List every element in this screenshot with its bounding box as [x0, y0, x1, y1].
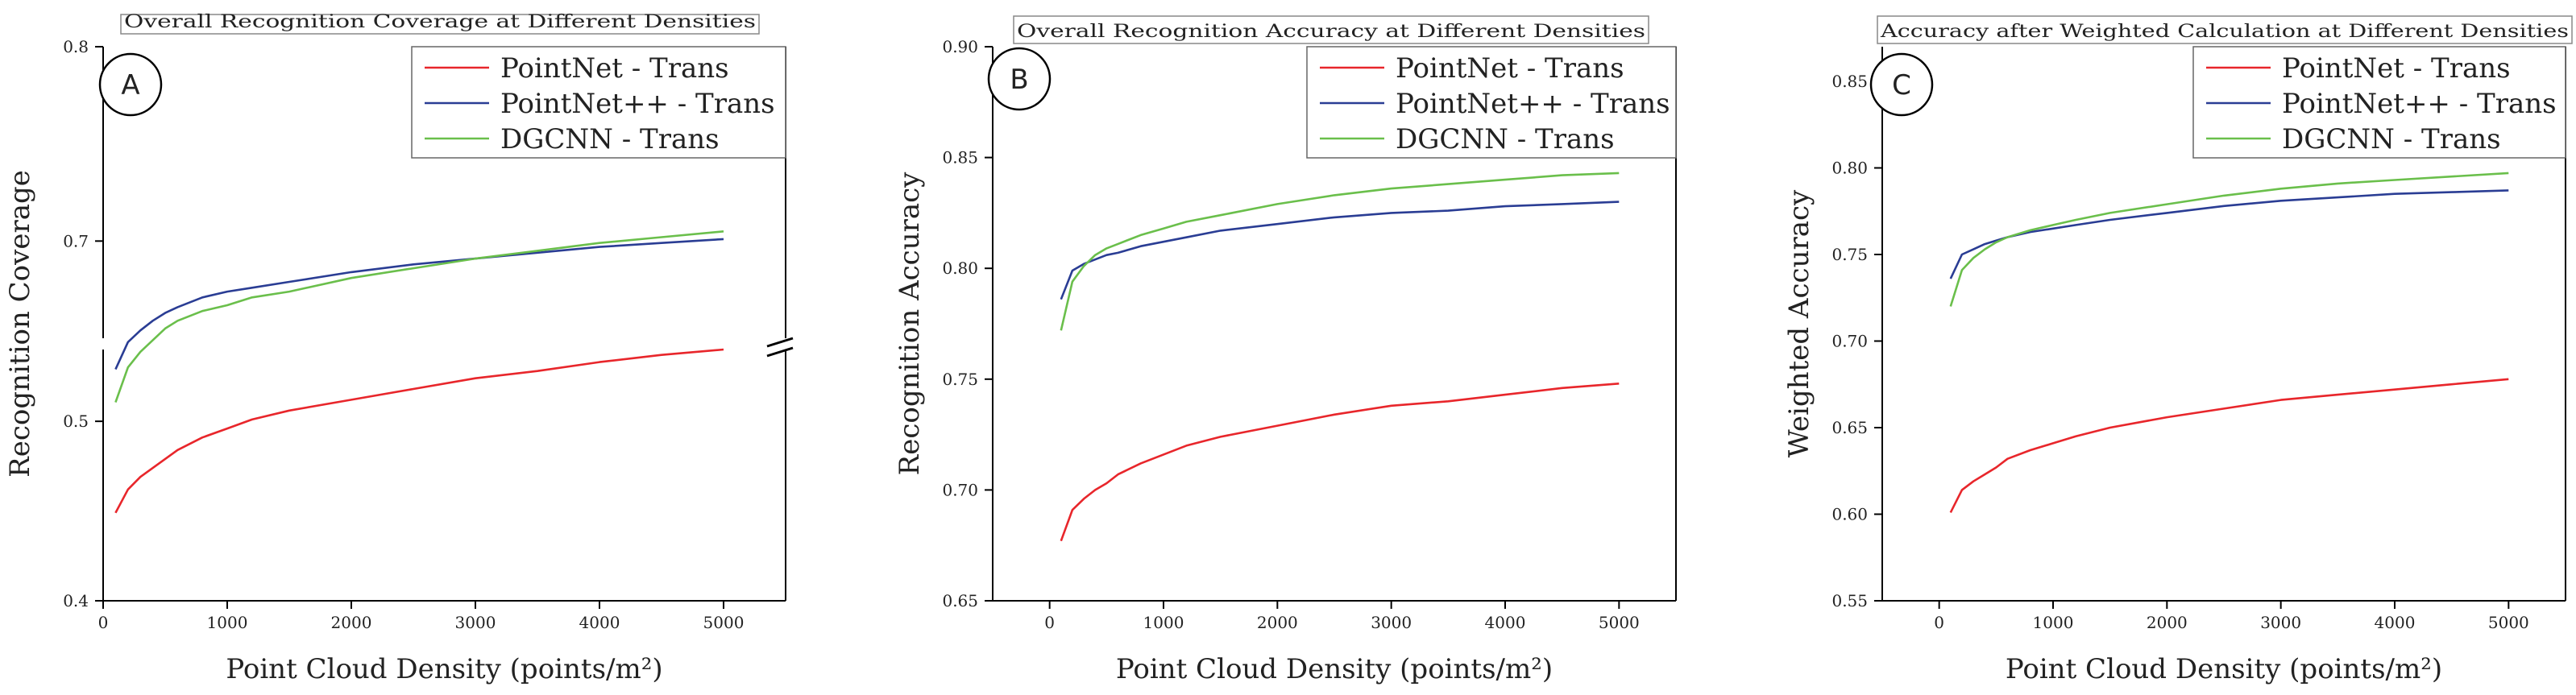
legend-label-3: DGCNN - Trans	[500, 123, 720, 155]
legend-label-1: PointNet - Trans	[500, 52, 729, 85]
legend-label-3: DGCNN - Trans	[2282, 123, 2501, 155]
legend-label-2: PointNet++ - Trans	[500, 88, 775, 120]
x-tick-label: 3000	[2260, 613, 2301, 632]
series-line-3	[114, 230, 724, 403]
y-tick-label: 0.70	[942, 480, 978, 499]
x-tick-label: 1000	[207, 613, 248, 632]
panel-a: 0 1000 2000 3000 4000 5000 0.4 0.5 0.7 0.8 Point C…	[4, 12, 794, 685]
axis-break-mark-bottom	[766, 346, 794, 358]
chart-title: Overall Recognition Coverage at Differen…	[124, 12, 756, 32]
chart-title-box	[1013, 15, 1649, 44]
y-tick-label: 0.5	[63, 412, 89, 431]
panel-c: 0 1000 2000 3000 4000 5000 0.55 0.60 0.65 0.70 0.7…	[1783, 15, 2573, 685]
y-tick-label: 0.4	[63, 591, 89, 610]
panel-letter: A	[121, 69, 139, 101]
x-tick-label: 4000	[1485, 613, 1526, 632]
y-tick-label: 0.90	[942, 37, 978, 56]
panel-b: 0 1000 2000 3000 4000 5000 0.65 0.70 0.75 0.80 0.8…	[894, 15, 1677, 685]
x-tick-label: 2000	[1257, 613, 1298, 632]
series-line-2	[1060, 201, 1620, 300]
panel-letter: B	[1010, 64, 1028, 96]
y-tick-label: 0.80	[942, 259, 978, 278]
chart-title-box	[1877, 15, 2573, 44]
x-tick-label: 5000	[2488, 613, 2529, 632]
x-tick-label: 3000	[1371, 613, 1412, 632]
x-tick-label: 0	[98, 613, 109, 632]
legend-label-1: PointNet - Trans	[2282, 52, 2511, 85]
x-tick-label: 0	[1934, 613, 1944, 632]
series-line-3	[1060, 172, 1620, 331]
axis-break-mark-top	[766, 337, 794, 348]
y-axis-label: Recognition Accuracy	[894, 172, 926, 476]
panel-letter-circle	[98, 52, 163, 117]
chart-title-box	[120, 14, 760, 35]
series-line-3	[1949, 172, 2509, 307]
panel-letter-circle	[1869, 52, 1934, 117]
x-axis-label: Point Cloud Density (points/m²)	[2006, 653, 2442, 685]
chart-title: Accuracy after Weighted Calculation at D…	[1880, 22, 2569, 42]
panel-letter: C	[1892, 69, 1911, 101]
x-tick-label: 3000	[455, 613, 496, 632]
y-tick-label: 0.60	[1831, 505, 1868, 524]
legend-label-3: DGCNN - Trans	[1396, 123, 1615, 155]
y-tick-label: 0.8	[63, 37, 89, 56]
y-axis-label: Weighted Accuracy	[1783, 189, 1815, 457]
x-tick-label: 1000	[2033, 613, 2074, 632]
x-tick-label: 0	[1044, 613, 1055, 632]
x-tick-label: 2000	[2147, 613, 2188, 632]
series-line-2	[1949, 189, 2509, 279]
x-tick-label: 4000	[579, 613, 620, 632]
y-tick-label: 0.75	[1831, 245, 1868, 264]
series-line-1	[1949, 378, 2509, 513]
y-tick-label: 0.85	[1831, 72, 1868, 91]
y-tick-label: 0.70	[1831, 332, 1868, 351]
y-tick-label: 0.80	[1831, 159, 1868, 178]
y-tick-label: 0.65	[1831, 418, 1868, 437]
legend-label-1: PointNet - Trans	[1396, 52, 1624, 85]
series-line-1	[1060, 383, 1620, 542]
y-tick-label: 0.85	[942, 148, 978, 168]
x-axis-label: Point Cloud Density (points/m²)	[226, 653, 662, 685]
panel-letter-circle	[987, 47, 1052, 111]
x-tick-label: 1000	[1143, 613, 1184, 632]
x-axis-label: Point Cloud Density (points/m²)	[1116, 653, 1553, 685]
y-axis-label: Recognition Coverage	[4, 170, 36, 478]
legend-label-2: PointNet++ - Trans	[1396, 88, 1670, 120]
x-tick-label: 4000	[2375, 613, 2416, 632]
x-tick-label: 5000	[703, 613, 745, 632]
series-line-2	[114, 238, 724, 370]
y-tick-label: 0.7	[63, 231, 89, 250]
chart-title: Overall Recognition Accuracy at Differen…	[1017, 22, 1645, 42]
y-tick-label: 0.65	[942, 591, 978, 610]
y-tick-label: 0.75	[942, 370, 978, 389]
x-tick-label: 5000	[1599, 613, 1640, 632]
legend-label-2: PointNet++ - Trans	[2282, 88, 2557, 120]
x-tick-label: 2000	[331, 613, 372, 632]
series-line-1	[114, 348, 724, 514]
y-tick-label: 0.55	[1831, 591, 1868, 610]
